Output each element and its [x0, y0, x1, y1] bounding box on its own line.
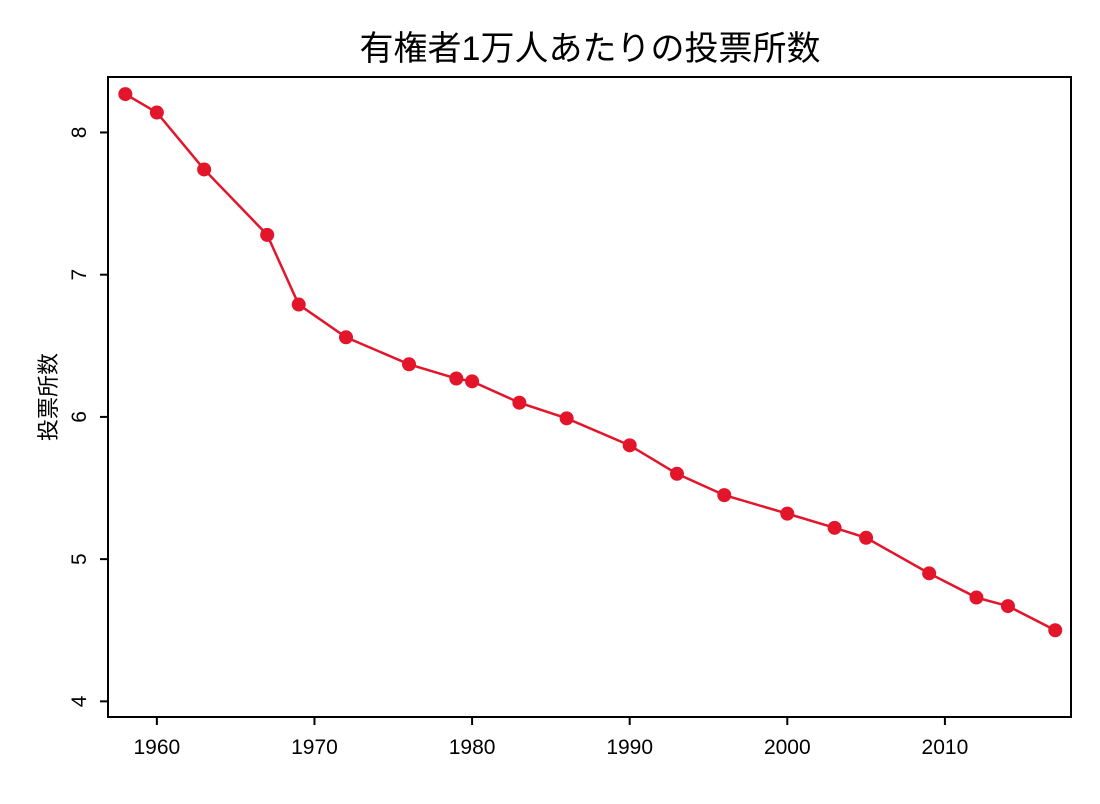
- y-tick-label: 4: [68, 695, 91, 707]
- data-point: [969, 590, 984, 605]
- data-point: [260, 227, 275, 242]
- x-tick-label: 1970: [291, 736, 338, 759]
- data-point: [402, 357, 417, 372]
- data-point: [512, 395, 527, 410]
- x-tick-label: 1990: [606, 736, 653, 759]
- y-tick-label: 7: [68, 269, 91, 281]
- x-tick-label: 1980: [449, 736, 496, 759]
- plot-frame: [107, 76, 1072, 718]
- x-tick-label: 1960: [133, 736, 180, 759]
- data-point: [338, 330, 353, 345]
- data-point: [197, 162, 212, 177]
- data-point: [559, 411, 574, 426]
- series: [118, 87, 1063, 638]
- data-point: [669, 466, 684, 481]
- data-point: [465, 374, 480, 389]
- data-point: [291, 297, 306, 312]
- data-point: [780, 506, 795, 521]
- x-tick-label: 2000: [764, 736, 811, 759]
- data-point: [1000, 599, 1015, 614]
- data-point: [717, 488, 732, 503]
- data-point: [622, 438, 637, 453]
- y-axis: 4 5 6 7 8: [68, 127, 108, 707]
- chart-title: 有権者1万人あたりの投票所数: [360, 30, 821, 68]
- x-axis: 1960 1970 1980 1990 2000 2010: [133, 717, 968, 759]
- y-tick-label: 5: [68, 553, 91, 565]
- data-point: [922, 566, 937, 581]
- data-point: [449, 371, 464, 386]
- data-point: [1048, 623, 1063, 638]
- data-point: [149, 105, 164, 120]
- y-axis-label: 投票所数: [36, 353, 61, 441]
- y-tick-label: 6: [68, 411, 91, 423]
- series-line: [124, 92, 1056, 632]
- data-point: [827, 520, 842, 535]
- data-point: [859, 530, 874, 545]
- data-point: [118, 87, 133, 102]
- y-tick-label: 8: [68, 127, 91, 139]
- x-tick-label: 2010: [922, 736, 969, 759]
